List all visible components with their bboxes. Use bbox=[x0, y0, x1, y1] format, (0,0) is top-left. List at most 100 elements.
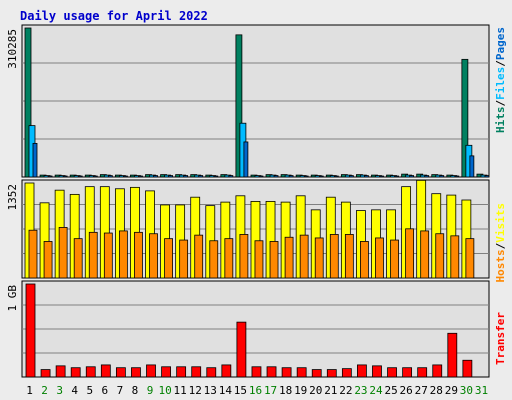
bar-transfer-day-20 bbox=[311, 369, 322, 378]
x-tick-label-8: 8 bbox=[132, 384, 139, 397]
bar-pages-day-27 bbox=[424, 175, 430, 178]
bar-hosts-day-2 bbox=[43, 241, 53, 279]
legend-hosts-visits: Hosts/Visits bbox=[494, 203, 507, 283]
bar-pages-day-9 bbox=[153, 175, 158, 178]
x-tick-label-11: 11 bbox=[174, 384, 187, 397]
bar-pages-day-15 bbox=[243, 141, 249, 178]
bar-hosts-day-17 bbox=[269, 241, 279, 279]
bar-pages-day-8 bbox=[138, 175, 143, 178]
bar-pages-day-17 bbox=[273, 175, 279, 178]
bar-transfer-day-10 bbox=[161, 366, 171, 378]
bar-hosts-day-12 bbox=[194, 234, 204, 279]
bar-transfer-day-21 bbox=[326, 369, 337, 378]
bar-hosts-day-5 bbox=[88, 231, 98, 279]
bar-transfer-day-29 bbox=[447, 332, 458, 378]
bar-transfer-day-30 bbox=[462, 359, 473, 378]
x-tick-label-18: 18 bbox=[279, 384, 292, 397]
bar-hosts-day-15 bbox=[239, 234, 249, 279]
x-tick-label-12: 12 bbox=[189, 384, 202, 397]
x-tick-label-25: 25 bbox=[384, 384, 397, 397]
bar-hosts-day-10 bbox=[164, 238, 173, 279]
bar-pages-day-18 bbox=[288, 175, 294, 178]
bar-hosts-day-14 bbox=[224, 238, 234, 279]
x-tick-label-10: 10 bbox=[158, 384, 171, 397]
x-tick-label-4: 4 bbox=[71, 384, 78, 397]
x-tick-label-23: 23 bbox=[354, 384, 367, 397]
legend-transfer: Transfer bbox=[494, 312, 507, 365]
chart-panel-1: 310285 bbox=[6, 24, 490, 178]
x-tick-label-13: 13 bbox=[204, 384, 217, 397]
x-tick-label-27: 27 bbox=[415, 384, 428, 397]
bar-pages-day-3 bbox=[62, 175, 68, 178]
legend-visits: Visits bbox=[494, 203, 507, 243]
x-tick-label-9: 9 bbox=[147, 384, 154, 397]
x-tick-label-15: 15 bbox=[234, 384, 247, 397]
visits-hosts-bars bbox=[24, 179, 475, 279]
bar-transfer-day-9 bbox=[146, 364, 156, 378]
bar-transfer-day-27 bbox=[417, 367, 428, 378]
bar-pages-day-1 bbox=[32, 142, 38, 178]
legend-files: Files bbox=[494, 67, 507, 100]
bar-pages-day-30 bbox=[469, 155, 475, 178]
bar-transfer-day-22 bbox=[341, 368, 352, 378]
bar-hosts-day-13 bbox=[209, 240, 219, 279]
bar-transfer-day-17 bbox=[266, 366, 277, 378]
legend-hits-files-pages: Hits/Files/Pages bbox=[494, 27, 507, 133]
bar-hits-day-30 bbox=[461, 58, 469, 178]
bar-pages-day-21 bbox=[333, 175, 339, 178]
x-axis-labels: 1 2 3 4 5 6 7 8 9 10 11 12 13 14 15 16 17 18 19 20 21 22 23 24 2… bbox=[26, 384, 488, 397]
bar-hosts-day-4 bbox=[73, 238, 83, 279]
bar-hosts-day-27 bbox=[420, 230, 430, 279]
x-tick-label-19: 19 bbox=[294, 384, 307, 397]
bar-transfer-day-5 bbox=[85, 366, 96, 378]
bar-pages-day-4 bbox=[77, 175, 83, 178]
bar-transfer-day-7 bbox=[115, 367, 126, 378]
bar-transfer-day-25 bbox=[387, 367, 397, 378]
x-tick-label-26: 26 bbox=[400, 384, 413, 397]
bar-pages-day-26 bbox=[409, 175, 415, 178]
x-tick-label-6: 6 bbox=[102, 384, 109, 397]
bar-hosts-day-3 bbox=[58, 227, 68, 279]
legend-hosts: Hosts bbox=[494, 249, 507, 282]
legend-transfer: Transfer bbox=[494, 312, 507, 365]
visits-max-label: 1352 bbox=[6, 184, 19, 211]
bar-pages-day-28 bbox=[439, 175, 445, 178]
bar-transfer-day-24 bbox=[372, 365, 382, 378]
legend-slash: / bbox=[494, 60, 507, 67]
bar-pages-day-20 bbox=[318, 175, 324, 178]
bar-hosts-day-11 bbox=[179, 239, 189, 279]
x-tick-label-3: 3 bbox=[56, 384, 63, 397]
x-tick-label-5: 5 bbox=[86, 384, 93, 397]
bar-hosts-day-8 bbox=[134, 231, 143, 279]
chart-panels: 310285 1352 1 GB bbox=[6, 24, 490, 378]
bar-pages-day-29 bbox=[454, 175, 460, 178]
x-tick-label-17: 17 bbox=[264, 384, 277, 397]
x-tick-label-16: 16 bbox=[249, 384, 262, 397]
bar-hosts-day-6 bbox=[103, 232, 113, 279]
x-tick-label-21: 21 bbox=[324, 384, 337, 397]
x-tick-label-24: 24 bbox=[369, 384, 383, 397]
bar-pages-day-6 bbox=[107, 175, 113, 178]
bar-transfer-day-8 bbox=[131, 367, 141, 378]
bar-transfer-day-1 bbox=[25, 283, 36, 378]
legend-hits: Hits bbox=[494, 107, 507, 134]
legend-pages: Pages bbox=[494, 27, 507, 60]
x-tick-label-31: 31 bbox=[475, 384, 488, 397]
x-tick-label-14: 14 bbox=[219, 384, 233, 397]
chart-panel-3: 1 GB bbox=[6, 280, 490, 378]
bar-pages-day-10 bbox=[168, 175, 173, 178]
bar-hosts-day-19 bbox=[299, 234, 309, 279]
x-tick-label-30: 30 bbox=[460, 384, 473, 397]
bar-pages-day-16 bbox=[258, 175, 264, 178]
transfer-max-label: 1 GB bbox=[6, 285, 19, 312]
bar-transfer-day-26 bbox=[402, 367, 413, 378]
bar-transfer-day-23 bbox=[357, 364, 367, 378]
bar-transfer-day-16 bbox=[251, 366, 262, 378]
x-tick-label-7: 7 bbox=[117, 384, 124, 397]
x-tick-label-1: 1 bbox=[26, 384, 33, 397]
bar-hits-day-15 bbox=[235, 34, 243, 178]
x-tick-label-22: 22 bbox=[339, 384, 352, 397]
bar-pages-day-31 bbox=[484, 175, 490, 178]
hits-max-label: 310285 bbox=[6, 29, 19, 69]
bar-transfer-day-15 bbox=[236, 321, 247, 378]
